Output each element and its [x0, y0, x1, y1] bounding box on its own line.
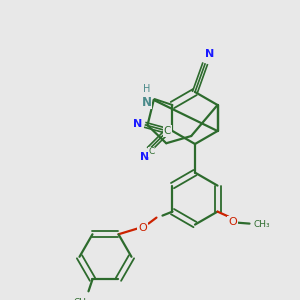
- Text: C: C: [164, 126, 171, 136]
- Text: N: N: [140, 152, 149, 162]
- Text: C: C: [148, 148, 154, 157]
- Text: N: N: [142, 95, 152, 109]
- Text: CH₃: CH₃: [253, 220, 270, 229]
- Text: O: O: [228, 217, 237, 226]
- Text: N: N: [206, 49, 214, 59]
- Text: O: O: [138, 223, 147, 232]
- Text: H: H: [143, 84, 150, 94]
- Text: CH₃: CH₃: [73, 298, 90, 300]
- Text: N: N: [133, 119, 142, 129]
